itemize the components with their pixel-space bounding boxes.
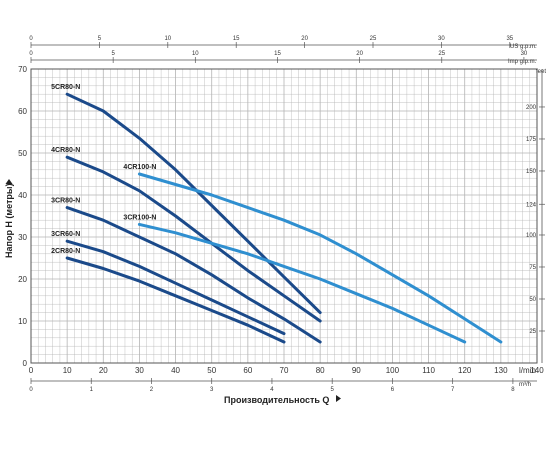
series-label-3cr80-n: 3CR80-N xyxy=(51,198,80,205)
x-tick-label: 130 xyxy=(494,366,508,375)
feet-tick-label: 75 xyxy=(529,265,536,271)
y-tick-label: 0 xyxy=(23,359,28,368)
us-gpm-tick-label: 0 xyxy=(29,36,33,42)
us-gpm-tick-label: 10 xyxy=(164,36,171,42)
m3h-tick-label: 3 xyxy=(210,387,214,393)
y-tick-label: 60 xyxy=(18,107,27,116)
x-tick-label: 50 xyxy=(207,366,216,375)
m3h-tick-label: 2 xyxy=(150,387,154,393)
series-label-3cr60-n: 3CR60-N xyxy=(51,231,80,238)
m3h-tick-label: 7 xyxy=(451,387,455,393)
m3h-tick-label: 6 xyxy=(391,387,395,393)
series-label-4cr80-n: 4CR80-N xyxy=(51,147,80,154)
y-tick-label: 50 xyxy=(18,149,27,158)
series-line-3cr80-n xyxy=(65,206,322,344)
x-tick-label: 60 xyxy=(243,366,252,375)
imp-gpm-tick-label: 10 xyxy=(192,51,199,57)
feet-tick-label: 124 xyxy=(526,202,537,208)
feet-tick-label: 175 xyxy=(526,137,537,143)
feet-tick-label: 50 xyxy=(529,297,536,303)
x-tick-label: 140 xyxy=(530,366,544,375)
series-label-2cr80-n: 2CR80-N xyxy=(51,248,80,255)
imp-gpm-tick-label: 25 xyxy=(438,51,445,57)
m3h-tick-label: 4 xyxy=(270,387,274,393)
series-label-4cr100-n: 4CR100-N xyxy=(123,164,156,171)
x-tick-label: 110 xyxy=(422,366,435,375)
y-tick-label: 10 xyxy=(18,317,27,326)
series-line-3cr100-n xyxy=(137,222,467,344)
y-tick-label: 70 xyxy=(18,65,27,74)
plot-border xyxy=(30,68,538,364)
us-gpm-tick-label: 20 xyxy=(301,36,308,42)
feet-tick-label: 25 xyxy=(529,329,536,335)
x2-unit-label: m³/h xyxy=(519,382,531,388)
x-tick-label: 30 xyxy=(135,366,144,375)
right-axis-unit-label: feet xyxy=(536,69,546,75)
us-gpm-tick-label: 15 xyxy=(233,36,240,42)
x-tick-label: 100 xyxy=(386,366,400,375)
x-tick-label: 0 xyxy=(29,366,34,375)
m3h-tick-label: 0 xyxy=(29,387,33,393)
y-tick-label: 30 xyxy=(18,233,27,242)
series-line-3cr60-n xyxy=(65,239,286,336)
x-tick-label: 40 xyxy=(171,366,180,375)
series-line-2cr80-n xyxy=(65,256,286,344)
m3h-tick-label: 5 xyxy=(331,387,335,393)
series-line-4cr80-n xyxy=(65,155,322,323)
tick-labels: 0 10 20 30 40 50 60 70 80 90 100 110 120 130 140010203… xyxy=(18,36,545,393)
x-tick-label: 70 xyxy=(280,366,289,375)
imp-gpm-tick-label: 0 xyxy=(29,51,33,57)
y-axis-title-arrow-icon xyxy=(5,179,13,184)
grid xyxy=(30,68,538,364)
m3h-tick-label: 8 xyxy=(511,387,515,393)
series-line-4cr100-n xyxy=(137,172,503,344)
us-gpm-tick-label: 35 xyxy=(506,36,513,42)
x-axis-title-arrow-icon xyxy=(336,395,341,402)
top2-axis-unit-label: Imp g.p.m. xyxy=(508,59,537,65)
y-tick-label: 40 xyxy=(18,191,27,200)
y-axis-title: Напор H (метры) xyxy=(4,183,14,258)
x-axis-title: Производительность Q xyxy=(224,395,329,405)
x-tick-label: 90 xyxy=(352,366,361,375)
m3h-tick-label: 1 xyxy=(90,387,94,393)
series-labels: 5CR80-N 4CR80-N 3CR80-N 3CR60-N 2CR80-N 4CR10… xyxy=(51,84,156,255)
x-unit-label: l/min xyxy=(519,366,536,375)
x-tick-label: 20 xyxy=(99,366,108,375)
series-label-3cr100-n: 3CR100-N xyxy=(123,214,156,221)
top-axis-unit-label: US g.p.m. xyxy=(510,44,537,50)
imp-gpm-tick-label: 5 xyxy=(111,51,115,57)
series-label-5cr80-n: 5CR80-N xyxy=(51,84,80,91)
imp-gpm-tick-label: 20 xyxy=(356,51,363,57)
us-gpm-tick-label: 25 xyxy=(370,36,377,42)
x-tick-label: 80 xyxy=(316,366,325,375)
series-line-5cr80-n xyxy=(65,92,322,315)
imp-gpm-tick-label: 15 xyxy=(274,51,281,57)
imp-gpm-tick-label: 30 xyxy=(521,51,528,57)
us-gpm-tick-label: 5 xyxy=(98,36,102,42)
feet-tick-label: 150 xyxy=(526,169,537,175)
y-tick-label: 20 xyxy=(18,275,27,284)
feet-tick-label: 100 xyxy=(526,233,537,239)
series-lines xyxy=(65,92,503,344)
x-tick-label: 10 xyxy=(63,366,72,375)
x-tick-label: 120 xyxy=(458,366,472,375)
us-gpm-tick-label: 30 xyxy=(438,36,445,42)
plot-frame xyxy=(30,44,543,382)
feet-tick-label: 200 xyxy=(526,105,537,111)
